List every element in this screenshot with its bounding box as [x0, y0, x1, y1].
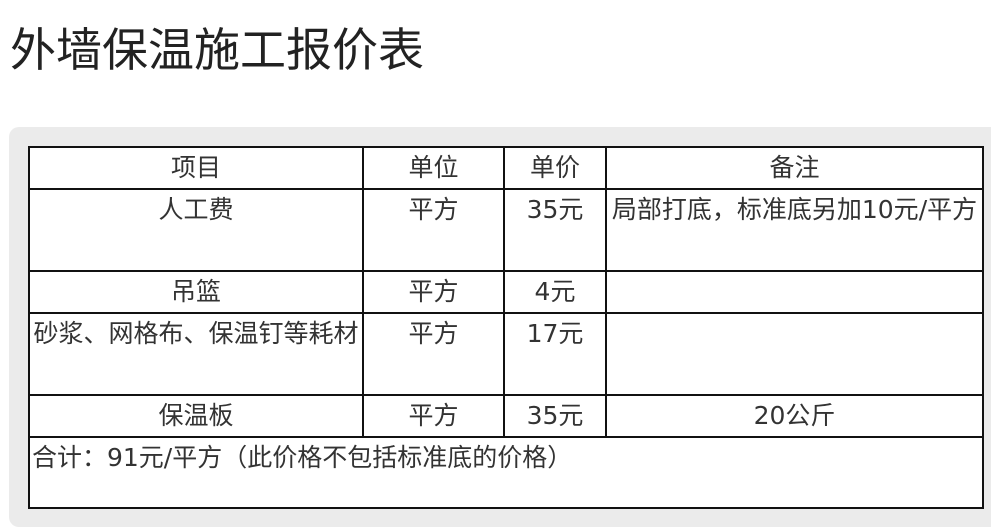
table-row: 砂浆、网格布、保温钉等耗材 平方 17元 — [28, 312, 984, 396]
table-row: 人工费 平方 35元 局部打底，标准底另加10元/平方 — [28, 188, 984, 272]
header-item: 项目 — [28, 146, 364, 190]
page-title: 外墙保温施工报价表 — [10, 23, 424, 77]
cell-price: 35元 — [503, 394, 607, 438]
header-unit: 单位 — [362, 146, 505, 190]
cell-price: 4元 — [503, 270, 607, 314]
table-row: 保温板 平方 35元 20公斤 — [28, 394, 984, 438]
cell-remark: 20公斤 — [605, 394, 984, 438]
cell-item: 吊篮 — [28, 270, 364, 314]
cell-item: 人工费 — [28, 188, 364, 272]
cell-item: 保温板 — [28, 394, 364, 438]
header-price: 单价 — [503, 146, 607, 190]
cell-price: 35元 — [503, 188, 607, 272]
cell-unit: 平方 — [362, 312, 505, 396]
cell-unit: 平方 — [362, 270, 505, 314]
cell-price: 17元 — [503, 312, 607, 396]
table-header-row: 项目 单位 单价 备注 — [28, 146, 984, 190]
quote-table: 项目 单位 单价 备注 人工费 平方 35元 局部打底，标准底另加10元/平方 … — [28, 146, 984, 509]
total-row: 合计：91元/平方（此价格不包括标准底的价格） — [28, 436, 984, 509]
table-row: 吊篮 平方 4元 — [28, 270, 984, 314]
cell-unit: 平方 — [362, 394, 505, 438]
total-cell: 合计：91元/平方（此价格不包括标准底的价格） — [28, 436, 984, 509]
header-remark: 备注 — [605, 146, 984, 190]
cell-unit: 平方 — [362, 188, 505, 272]
cell-item: 砂浆、网格布、保温钉等耗材 — [28, 312, 364, 396]
cell-remark — [605, 270, 984, 314]
cell-remark: 局部打底，标准底另加10元/平方 — [605, 188, 984, 272]
cell-remark — [605, 312, 984, 396]
